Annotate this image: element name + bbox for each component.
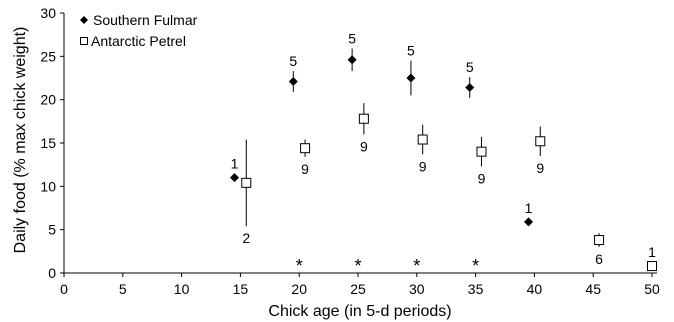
x-tick-label: 30 [409,281,425,297]
significance-asterisk: * [413,256,420,276]
data-point-southern-fulmar [288,76,298,86]
significance-asterisk: * [354,256,361,276]
x-tick-label: 40 [527,281,543,297]
significance-asterisk: * [472,256,479,276]
sample-size-label: 9 [360,138,368,154]
sample-size-label: 1 [231,156,239,172]
y-tick-group: 0 5 10 15 20 25 30 [40,5,64,281]
x-tick-label: 5 [119,281,127,297]
legend-label-southern-fulmar: Southern Fulmar [93,12,198,28]
y-axis-label: Daily food (% max chick weight) [12,27,29,254]
sample-size-label: 9 [478,170,486,186]
x-tick-group: 0 5 10 15 20 25 30 35 40 45 50 [60,273,660,297]
data-point-antarctic-petrel [476,146,487,157]
sample-size-label: 5 [348,31,356,47]
significance-asterisk: * [296,256,303,276]
data-point-southern-fulmar [406,73,416,83]
data-point-southern-fulmar [465,83,475,93]
data-point-antarctic-petrel [417,134,428,145]
x-tick-label: 10 [174,281,190,297]
sample-size-label: 5 [289,53,297,69]
legend: Southern Fulmar Antarctic Petrel [80,12,198,49]
y-tick-label: 25 [40,48,56,64]
x-tick-label: 15 [233,281,249,297]
data-point-southern-fulmar [347,55,357,65]
sample-size-label: 6 [595,251,603,267]
data-point-southern-fulmar [230,173,240,183]
x-tick-label: 35 [468,281,484,297]
data-point-antarctic-petrel [241,177,252,188]
x-tick-label: 20 [291,281,307,297]
y-axis: 0 5 10 15 20 25 30 [40,5,65,281]
y-tick-label: 5 [48,222,56,238]
sample-size-label: 1 [525,200,533,216]
x-tick-label: 45 [585,281,601,297]
y-tick-label: 15 [40,135,56,151]
x-tick-label: 0 [60,281,68,297]
legend-label-antarctic-petrel: Antarctic Petrel [91,33,186,49]
legend-square-marker [80,37,88,45]
data-point-southern-fulmar [524,217,534,227]
data-point-antarctic-petrel [647,261,657,272]
x-tick-label: 25 [350,281,366,297]
sample-size-label: 9 [419,158,427,174]
sample-size-label: 2 [242,230,250,246]
plot-area: 1 5 5 5 5 1 2 9 9 9 9 9 6 1 * * * * [230,31,657,276]
y-tick-label: 10 [40,178,56,194]
sample-size-label: 5 [466,59,474,75]
x-tick-label: 50 [644,281,660,297]
x-axis: 0 5 10 15 20 25 30 35 40 45 50 [60,272,660,297]
y-tick-label: 20 [40,92,56,108]
sample-size-label: 1 [648,244,656,260]
sample-size-label: 9 [301,161,309,177]
legend-diamond-marker [80,16,88,24]
y-tick-label: 0 [48,265,56,281]
sample-size-label: 5 [407,43,415,59]
sample-size-label: 9 [536,160,544,176]
data-point-antarctic-petrel [535,136,546,147]
data-point-antarctic-petrel [594,235,605,246]
data-point-antarctic-petrel [358,113,369,124]
data-point-antarctic-petrel [300,143,311,154]
x-axis-label: Chick age (in 5-d periods) [268,303,451,320]
y-tick-label: 30 [40,5,56,21]
